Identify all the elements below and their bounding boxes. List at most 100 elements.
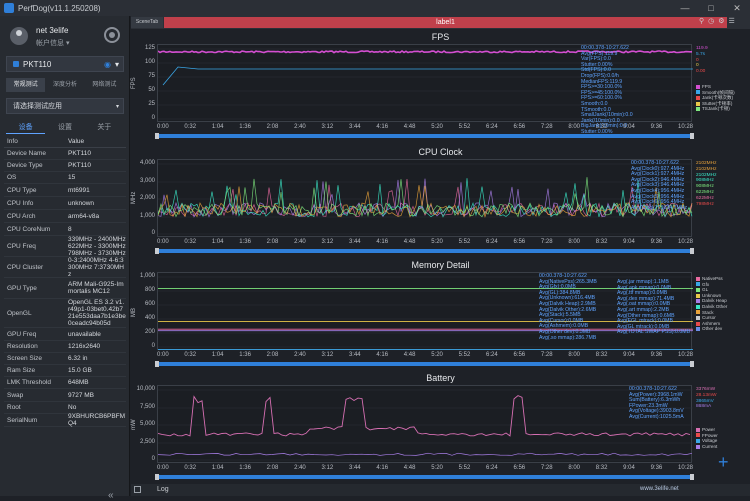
sub-tabs: 设备 设置 关于 xyxy=(6,122,124,134)
tab-deep-analysis[interactable]: 深度分析 xyxy=(52,82,77,88)
scroll-handle-right[interactable] xyxy=(690,133,694,139)
legend-item[interactable]: Gfx xyxy=(696,282,727,288)
memory-stats-box: 00:00.378-10:27.622 Avg(NativePss):265.3M… xyxy=(539,273,597,341)
chevron-down-icon: ▾ xyxy=(115,103,119,110)
scroll-handle-right[interactable] xyxy=(690,248,694,254)
scroll-handle-right[interactable] xyxy=(690,361,694,367)
stat-line: Avg(Clock1):927.4MHz xyxy=(631,171,685,178)
memory-y-axis-title: MB xyxy=(131,308,137,317)
scroll-handle-left[interactable] xyxy=(155,248,159,254)
legend-item[interactable]: Dalvik Other xyxy=(696,304,727,310)
device-select[interactable]: PKT110 ◉ ▾ xyxy=(6,56,124,72)
x-tick-label: 10:28 xyxy=(678,465,694,471)
y-tick-label: 0 xyxy=(151,456,155,462)
legend-item[interactable]: Stack xyxy=(696,310,727,316)
cpu-y-axis-title: MHz xyxy=(131,191,137,204)
add-chart-button[interactable]: + xyxy=(718,452,729,472)
legend-item[interactable]: GL xyxy=(696,287,727,293)
watermark: www.3elife.net xyxy=(640,486,679,492)
legend-swatch xyxy=(696,276,700,281)
legend-swatch xyxy=(696,444,700,449)
stat-line: Avg(Gfx):0.0MB xyxy=(539,284,576,291)
legend-swatch xyxy=(696,321,700,326)
legend-item[interactable]: Dalvik Heap xyxy=(696,298,727,304)
y-tick-label: 100 xyxy=(144,59,155,65)
legend-item[interactable]: NativePss xyxy=(696,276,727,282)
scroll-handle-right[interactable] xyxy=(690,474,694,480)
x-tick-label: 8:32 xyxy=(595,352,608,358)
x-tick-label: 0:00 xyxy=(157,352,169,358)
legend-item[interactable]: Other dev xyxy=(696,326,727,332)
stat-line: Avg(Clock3):946.4MHz xyxy=(631,182,685,189)
current-value: 798MHz xyxy=(696,201,714,207)
info-value: 9727 MB xyxy=(68,391,95,399)
fps-stats-box: 00:00.378-10:27.622 Avg(FPS):119.9 Var(FPS… xyxy=(581,45,633,136)
legend-item[interactable]: Unknown xyxy=(696,293,727,299)
x-tick-label: 4:16 xyxy=(376,352,389,358)
maximize-button[interactable]: □ xyxy=(708,2,714,13)
table-row: Root No xyxy=(4,402,126,414)
cpu-time-scrollbar[interactable] xyxy=(157,249,692,253)
x-tick-label: 9:04 xyxy=(623,124,635,130)
log-toggle-checkbox[interactable] xyxy=(134,486,141,493)
x-tick-label: 9:36 xyxy=(650,352,663,358)
x-tick-label: 0:32 xyxy=(184,239,197,245)
scroll-handle-left[interactable] xyxy=(155,133,159,139)
x-tick-label: 5:20 xyxy=(431,239,443,245)
x-tick-label: 2:40 xyxy=(294,124,306,130)
clock-icon[interactable]: ◷ xyxy=(708,18,715,25)
list-icon[interactable]: ☰ xyxy=(728,18,735,25)
legend-swatch xyxy=(696,287,700,292)
stat-line: Avg(FPS):119.9 xyxy=(581,50,618,57)
scroll-handle-left[interactable] xyxy=(155,361,159,367)
scene-tab[interactable]: SceneTab xyxy=(131,17,163,28)
legend-item[interactable]: Ashmem xyxy=(696,321,727,327)
fps-line xyxy=(158,50,692,54)
cpu-plot-area[interactable] xyxy=(157,159,693,237)
fps-panel: FPS 125 100 75 50 25 0 FPS 0:00 0:32 1:04 1:36 2:08 2… xyxy=(131,30,750,148)
close-button[interactable]: ✕ xyxy=(733,2,741,13)
gear-icon[interactable] xyxy=(104,27,120,43)
stat-line: 00:00.378-10:27.622 xyxy=(539,273,587,279)
minimize-button[interactable]: — xyxy=(680,2,690,13)
scroll-handle-left[interactable] xyxy=(155,474,159,480)
label-bar[interactable]: label1 xyxy=(164,17,727,28)
fps-legend: FPS Smooth(帧间隔) Jank(卡顿次数) Stutter(卡顿率) TSJa… xyxy=(696,84,735,112)
legend-item[interactable]: Cursor xyxy=(696,315,727,321)
current-value: 908MHz xyxy=(696,184,714,190)
legend-item[interactable]: TSJank(卡顿) xyxy=(696,106,735,112)
x-tick-label: 6:24 xyxy=(486,239,498,245)
battery-plot-area[interactable] xyxy=(157,385,693,463)
legend-label: Dalvik Other xyxy=(702,303,728,309)
legend-item[interactable]: Current xyxy=(696,444,718,450)
tab-about[interactable]: 关于 xyxy=(97,124,112,131)
legend-label: Jank(卡顿次数) xyxy=(702,95,734,101)
legend-item[interactable]: Stutter(卡顿率) xyxy=(696,101,735,107)
settings-icon[interactable]: ⚙ xyxy=(718,18,725,25)
legend-item[interactable]: Smooth(帧间隔) xyxy=(696,90,735,96)
tab-network-test[interactable]: 网络测试 xyxy=(92,82,117,88)
legend-item[interactable]: Jank(卡顿次数) xyxy=(696,95,735,101)
avatar[interactable] xyxy=(10,27,28,45)
battery-time-scrollbar[interactable] xyxy=(157,475,692,479)
app-select[interactable]: 请选择测试应用 ▾ xyxy=(6,98,124,114)
legend-item[interactable]: Power xyxy=(696,427,718,433)
info-value: PKT110 xyxy=(68,162,92,169)
legend-item[interactable]: FPower xyxy=(696,433,718,439)
legend-item[interactable]: Voltage xyxy=(696,438,718,444)
tab-settings[interactable]: 设置 xyxy=(57,124,72,131)
location-icon[interactable]: ⚲ xyxy=(699,18,705,25)
legend-swatch xyxy=(696,101,700,106)
tab-device[interactable]: 设备 xyxy=(6,122,46,134)
memory-time-scrollbar[interactable] xyxy=(157,362,692,366)
stat-line: Avg(Cursor):0.0MB xyxy=(539,317,584,324)
x-tick-label: 2:08 xyxy=(266,124,279,130)
memory-plot-area[interactable] xyxy=(157,272,693,350)
legend-label: FPS xyxy=(702,84,711,89)
account-info-link[interactable]: 帐户信息 ▾ xyxy=(36,40,70,47)
fps-plot-area[interactable] xyxy=(157,44,693,122)
tab-normal-test[interactable]: 常规测试 xyxy=(6,78,46,92)
info-key: SerialNum xyxy=(7,416,38,424)
fps-time-scrollbar[interactable] xyxy=(157,134,692,138)
legend-item[interactable]: FPS xyxy=(696,84,735,90)
